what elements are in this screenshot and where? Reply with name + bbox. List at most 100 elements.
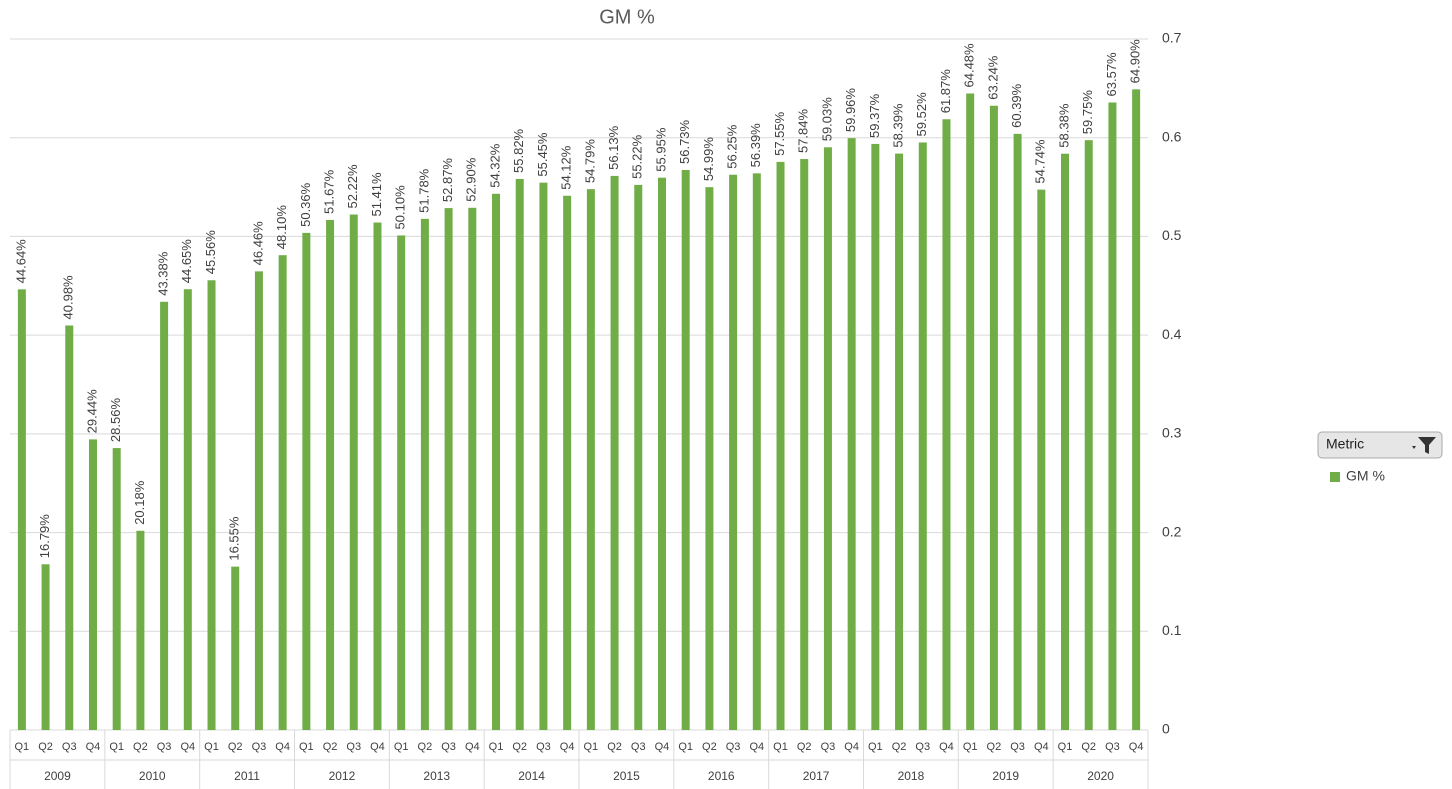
bar bbox=[112, 448, 121, 730]
x-tick-label: Q1 bbox=[489, 741, 504, 753]
data-label: 55.95% bbox=[653, 127, 668, 172]
group-label: 2015 bbox=[613, 769, 640, 783]
x-tick-label: Q2 bbox=[987, 741, 1002, 753]
bar bbox=[1132, 89, 1141, 730]
group-label: 2012 bbox=[329, 769, 356, 783]
data-label: 59.96% bbox=[843, 88, 858, 133]
x-tick-label: Q3 bbox=[1010, 741, 1025, 753]
x-tick-label: Q3 bbox=[346, 741, 361, 753]
x-tick-label: Q2 bbox=[323, 741, 338, 753]
data-label: 56.13% bbox=[606, 125, 621, 170]
bar bbox=[136, 530, 145, 730]
group-label: 2017 bbox=[803, 769, 830, 783]
filter-icon[interactable] bbox=[1412, 437, 1436, 454]
x-tick-label: Q2 bbox=[892, 741, 907, 753]
bar bbox=[752, 173, 761, 730]
bar bbox=[895, 153, 904, 730]
x-tick-label: Q1 bbox=[963, 741, 978, 753]
x-tick-label: Q4 bbox=[1129, 741, 1144, 753]
group-label: 2016 bbox=[708, 769, 735, 783]
data-label: 55.22% bbox=[630, 134, 645, 179]
data-label: 48.10% bbox=[274, 205, 289, 250]
data-label: 54.12% bbox=[559, 145, 574, 190]
x-tick-label: Q2 bbox=[797, 741, 812, 753]
data-label: 64.90% bbox=[1128, 39, 1143, 84]
x-tick-label: Q3 bbox=[631, 741, 646, 753]
data-label: 57.55% bbox=[772, 111, 787, 156]
y-tick-label: 0.4 bbox=[1162, 326, 1182, 342]
data-label: 43.38% bbox=[156, 251, 171, 296]
legend-label: GM % bbox=[1346, 468, 1385, 484]
x-tick-label: Q3 bbox=[536, 741, 551, 753]
legend-filter-button[interactable]: Metric bbox=[1317, 431, 1443, 459]
data-label: 58.39% bbox=[891, 103, 906, 148]
x-tick-label: Q4 bbox=[86, 741, 101, 753]
x-tick-label: Q4 bbox=[655, 741, 670, 753]
x-tick-label: Q1 bbox=[868, 741, 883, 753]
data-label: 16.79% bbox=[37, 514, 52, 559]
bar bbox=[610, 175, 619, 730]
x-tick-label: Q1 bbox=[394, 741, 409, 753]
bar bbox=[705, 187, 714, 730]
group-label: 2014 bbox=[518, 769, 545, 783]
bar bbox=[586, 189, 595, 731]
bar bbox=[966, 93, 975, 730]
x-tick-label: Q2 bbox=[512, 741, 527, 753]
data-label: 28.56% bbox=[108, 398, 123, 443]
x-tick-label: Q4 bbox=[465, 741, 480, 753]
bar bbox=[492, 193, 501, 730]
chart-title: GM % bbox=[599, 6, 655, 28]
bar bbox=[278, 255, 287, 731]
x-tick-label: Q3 bbox=[726, 741, 741, 753]
data-label: 51.78% bbox=[416, 168, 431, 213]
data-label: 40.98% bbox=[61, 275, 76, 320]
x-tick-label: Q3 bbox=[821, 741, 836, 753]
filter-button[interactable] bbox=[1317, 431, 1443, 459]
bar bbox=[41, 564, 50, 730]
data-label: 46.46% bbox=[250, 221, 265, 266]
bar bbox=[17, 289, 26, 730]
bar bbox=[942, 119, 951, 731]
data-label: 54.74% bbox=[1033, 139, 1048, 184]
bar bbox=[1108, 102, 1117, 731]
data-label: 58.38% bbox=[1056, 103, 1071, 148]
y-tick-label: 0.6 bbox=[1162, 128, 1182, 144]
x-tick-label: Q3 bbox=[157, 741, 172, 753]
filter-label[interactable]: Metric bbox=[1326, 436, 1364, 452]
data-label: 55.45% bbox=[535, 132, 550, 177]
data-label: 57.84% bbox=[796, 109, 811, 154]
data-label: 56.25% bbox=[725, 124, 740, 169]
bar bbox=[468, 207, 477, 731]
bar bbox=[776, 161, 785, 730]
data-label: 44.64% bbox=[13, 239, 28, 284]
data-label: 63.57% bbox=[1104, 52, 1119, 97]
bar bbox=[397, 235, 406, 731]
x-tick-label: Q3 bbox=[62, 741, 77, 753]
data-label: 63.24% bbox=[985, 55, 1000, 100]
data-label: 16.55% bbox=[227, 516, 242, 561]
bar bbox=[515, 178, 524, 730]
x-tick-label: Q1 bbox=[678, 741, 693, 753]
bar bbox=[681, 169, 690, 731]
bar bbox=[254, 271, 263, 730]
bar bbox=[823, 147, 832, 731]
bar bbox=[539, 182, 548, 731]
x-tick-label: Q4 bbox=[749, 741, 764, 753]
x-tick-label: Q4 bbox=[1034, 741, 1049, 753]
data-label: 54.99% bbox=[701, 137, 716, 182]
x-tick-label: Q3 bbox=[1105, 741, 1120, 753]
x-tick-label: Q4 bbox=[370, 741, 385, 753]
x-tick-label: Q1 bbox=[299, 741, 314, 753]
x-tick-label: Q2 bbox=[228, 741, 243, 753]
data-label: 50.10% bbox=[393, 185, 408, 230]
x-tick-label: Q4 bbox=[939, 741, 954, 753]
bar bbox=[420, 218, 429, 730]
bar bbox=[989, 105, 998, 731]
bar bbox=[373, 222, 382, 730]
bar bbox=[1037, 189, 1046, 730]
bar bbox=[160, 301, 169, 730]
bar bbox=[563, 195, 572, 730]
x-tick-label: Q1 bbox=[584, 741, 599, 753]
x-tick-label: Q2 bbox=[133, 741, 148, 753]
